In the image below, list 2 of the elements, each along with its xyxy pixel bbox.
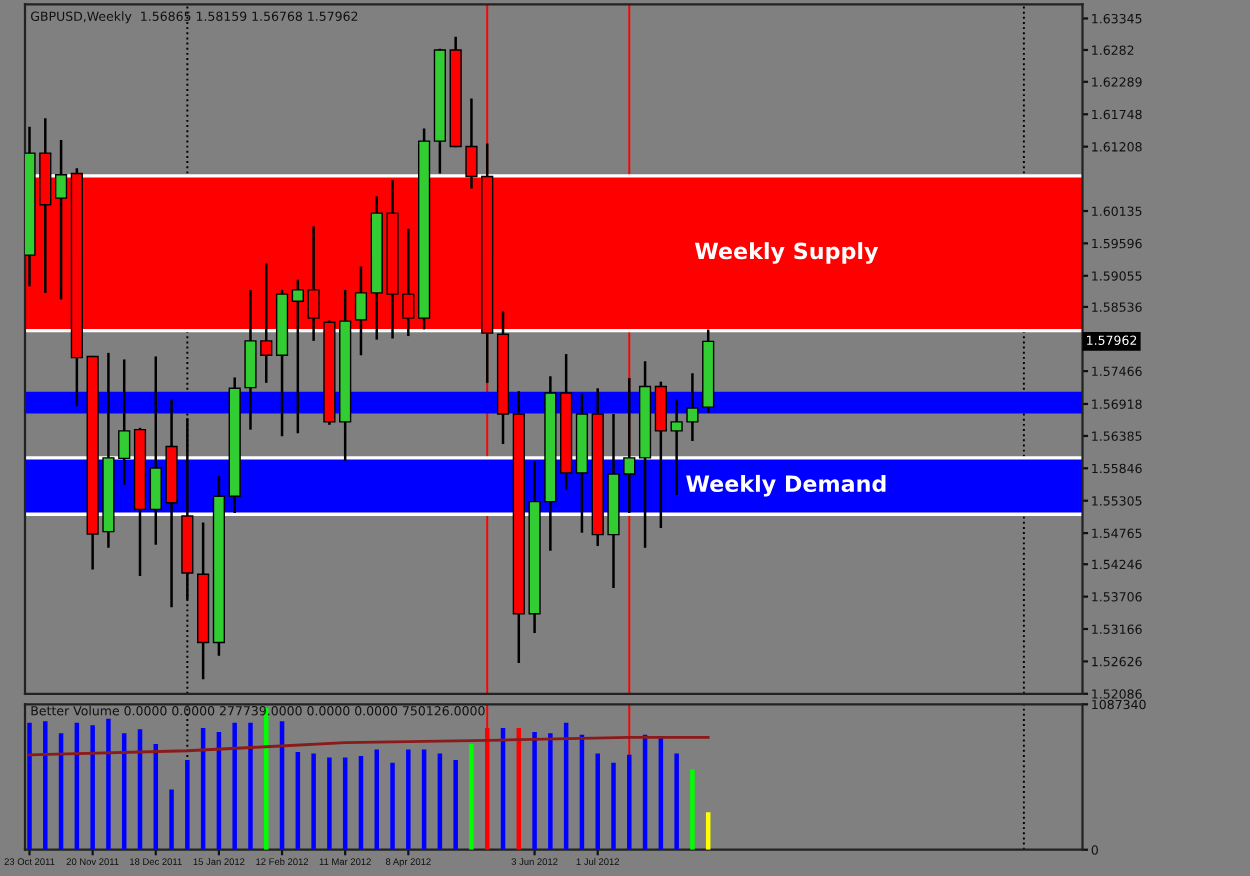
band-label: Weekly Demand [686,474,886,497]
band-label: Weekly Supply [694,242,879,264]
